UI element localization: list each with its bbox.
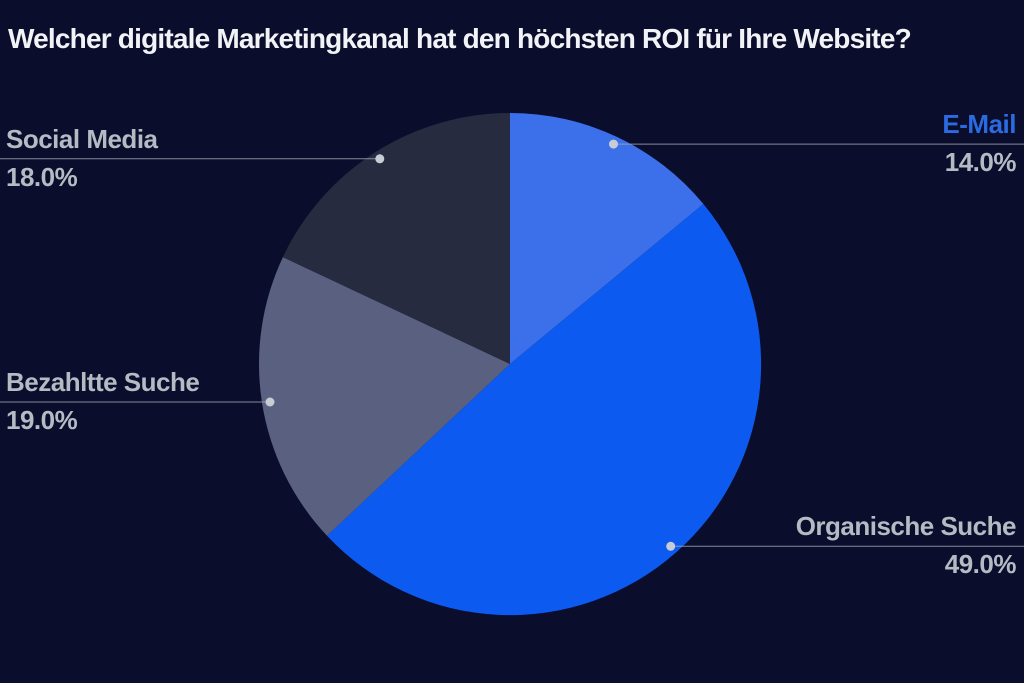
leader-dot-organic-search xyxy=(666,541,676,551)
pie-slice-email xyxy=(510,113,704,364)
leader-dot-email xyxy=(609,139,618,149)
leader-dot-paid-search xyxy=(265,397,275,407)
leader-dot-social-media xyxy=(375,154,385,164)
chart-title: Welcher digitale Marketingkanal hat den … xyxy=(8,23,912,54)
slice-label-social-media: Social Media xyxy=(6,123,158,154)
slice-pct-email: 14.0% xyxy=(944,147,1017,178)
slice-pct-social-media: 18.0% xyxy=(6,161,78,192)
callout-paid-search: Bezahltte Suche 19.0% xyxy=(6,367,200,435)
slice-label-email: E-Mail xyxy=(942,109,1016,140)
slice-pct-organic-search: 49.0% xyxy=(944,549,1017,580)
slice-pct-paid-search: 19.0% xyxy=(6,405,78,435)
callout-organic-search: Organische Suche 49.0% xyxy=(795,511,1017,580)
callout-email: E-Mail 14.0% xyxy=(942,110,1016,176)
slice-label-organic-search: Organische Suche xyxy=(795,511,1017,542)
pie-slice-organic-search xyxy=(327,204,762,616)
slice-label-paid-search: Bezahltte Suche xyxy=(6,367,200,397)
pie-slice-paid-search xyxy=(258,257,510,536)
pie-slice-social-media xyxy=(282,113,510,364)
callout-social-media: Social Media 18.0% xyxy=(6,125,158,191)
